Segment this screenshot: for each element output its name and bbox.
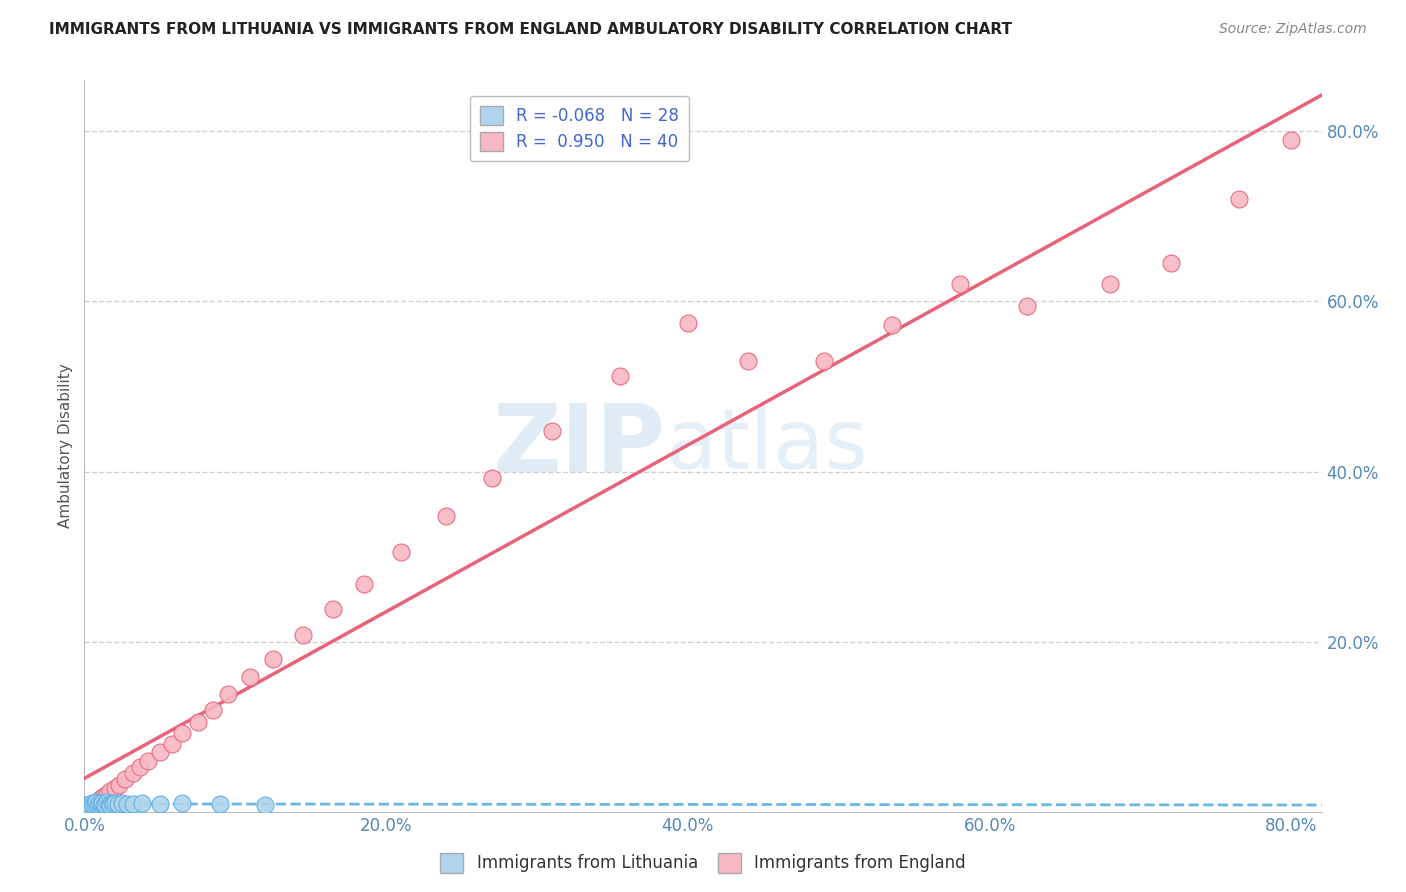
Point (98, 784, 121, 798)
Point (948, 277, 970, 292)
Point (103, 780, 125, 795)
Point (80, 797, 103, 812)
Point (111, 796, 134, 810)
Point (108, 777, 131, 791)
Text: Source: ZipAtlas.com: Source: ZipAtlas.com (1219, 22, 1367, 37)
Point (737, 354, 759, 368)
Point (90, 791, 112, 805)
Point (322, 602, 344, 616)
Point (201, 703, 224, 717)
Point (254, 797, 277, 812)
Point (107, 797, 129, 811)
Point (77, 800, 100, 814)
Point (100, 796, 122, 810)
Point (87, 797, 110, 812)
Point (209, 797, 232, 811)
Point (93, 797, 115, 812)
Point (262, 651, 284, 665)
Point (77, 798, 100, 813)
Point (91, 796, 114, 810)
Y-axis label: Ambulatory Disability: Ambulatory Disability (58, 364, 73, 528)
Point (96, 796, 118, 810)
Point (160, 737, 183, 751)
Point (353, 576, 375, 591)
Point (1160, 256, 1182, 270)
Point (880, 318, 903, 333)
Text: atlas: atlas (666, 406, 868, 486)
Point (1281, 133, 1303, 147)
Point (172, 796, 194, 810)
Point (101, 797, 124, 811)
Point (129, 760, 152, 774)
Point (93, 789, 115, 804)
Point (1017, 299, 1039, 313)
Point (103, 796, 125, 810)
Point (82, 797, 104, 812)
Point (186, 715, 208, 730)
Point (172, 726, 194, 740)
Legend: Immigrants from Lithuania, Immigrants from England: Immigrants from Lithuania, Immigrants fr… (433, 847, 973, 880)
Point (149, 797, 172, 811)
Point (149, 745, 172, 759)
Point (89, 796, 111, 810)
Point (80, 796, 103, 810)
Point (1099, 277, 1122, 292)
Point (239, 670, 262, 684)
Point (84, 797, 107, 811)
Point (389, 545, 412, 559)
Text: ZIP: ZIP (494, 400, 666, 492)
Point (676, 316, 699, 330)
Point (292, 628, 315, 642)
Point (87, 794, 110, 808)
Point (436, 508, 458, 523)
Legend: R = -0.068   N = 28, R =  0.950   N = 40: R = -0.068 N = 28, R = 0.950 N = 40 (470, 96, 689, 161)
Point (131, 796, 153, 810)
Point (84, 796, 107, 810)
Point (541, 424, 564, 438)
Point (79, 797, 101, 811)
Point (96, 787, 118, 801)
Point (136, 754, 159, 768)
Point (217, 687, 239, 701)
Point (114, 772, 136, 787)
Point (86, 796, 108, 810)
Point (94, 797, 117, 811)
Point (121, 797, 143, 811)
Point (481, 471, 503, 485)
Point (1227, 192, 1250, 206)
Point (115, 797, 138, 811)
Point (813, 354, 835, 368)
Point (98, 797, 121, 812)
Point (121, 766, 143, 780)
Text: IMMIGRANTS FROM LITHUANIA VS IMMIGRANTS FROM ENGLAND AMBULATORY DISABILITY CORRE: IMMIGRANTS FROM LITHUANIA VS IMMIGRANTS … (49, 22, 1012, 37)
Point (609, 369, 631, 384)
Point (76, 797, 98, 812)
Point (90, 797, 112, 811)
Point (97, 797, 120, 811)
